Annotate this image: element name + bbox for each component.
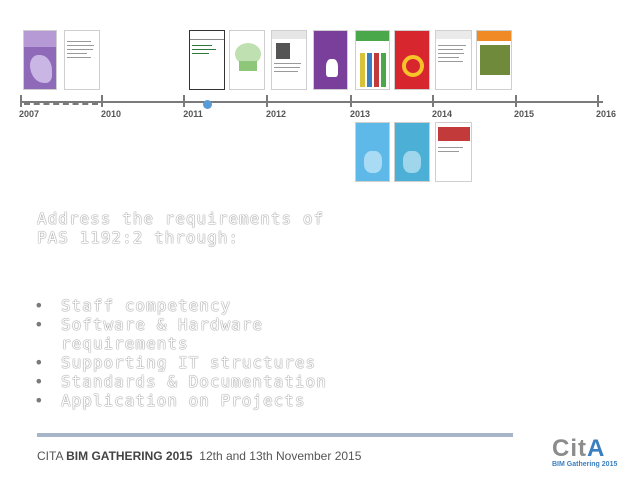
timeline-year-label: 2010 [100, 109, 122, 119]
timeline-year-label: 2013 [349, 109, 371, 119]
timeline-tick [101, 95, 103, 107]
doc-red-donut [394, 30, 430, 90]
heading-line-2: PAS 1192:2 through: [37, 228, 240, 247]
doc-blue-butterfly-1 [355, 122, 390, 182]
doc-orange-photo [476, 30, 512, 90]
doc-text-report [64, 30, 100, 90]
doc-green-illustration [229, 30, 265, 90]
timeline-year-label: 2012 [265, 109, 287, 119]
timeline-tick [515, 95, 517, 107]
footer-divider [37, 433, 513, 437]
bullet-list: Staff competency Software & Hardware req… [34, 296, 364, 410]
heading-line-1: Address the requirements of [37, 209, 325, 228]
timeline-year-label: 2014 [431, 109, 453, 119]
logo-subtitle: BIM Gathering 2015 [552, 461, 618, 468]
logo-text-accent: A [587, 435, 606, 462]
footer-event-title: CITA BIM GATHERING 2015 12th and 13th No… [37, 449, 361, 463]
footer-event-dates: 12th and 13th November 2015 [199, 449, 362, 463]
doc-blue-butterfly-2 [394, 122, 430, 182]
bullet-item: Software & Hardware requirements [34, 315, 291, 353]
timeline-year-label: 2015 [513, 109, 535, 119]
cita-logo: CitA BIM Gathering 2015 [552, 437, 622, 469]
footer-event-name: BIM GATHERING 2015 [66, 449, 193, 463]
timeline-marker [203, 100, 212, 109]
bullet-item: Supporting IT structures [34, 353, 364, 372]
timeline-year-label: 2011 [183, 109, 203, 119]
timeline-tick [350, 95, 352, 107]
bullet-item: Staff competency [34, 296, 364, 315]
timeline-year-label: 2016 [595, 109, 617, 119]
slide-heading: Address the requirements of PAS 1192:2 t… [37, 209, 337, 247]
doc-purple-hand [313, 30, 348, 90]
timeline-tick [183, 95, 185, 107]
doc-portrait-report [271, 30, 307, 90]
doc-red-building [435, 122, 472, 182]
bullet-item: Application on Projects [34, 391, 364, 410]
doc-purple-brochure [23, 30, 57, 90]
timeline-dashed-segment [24, 103, 98, 105]
timeline-tick [597, 95, 599, 107]
bullet-item: Standards & Documentation [34, 372, 364, 391]
timeline-tick [432, 95, 434, 107]
doc-standard-text [435, 30, 472, 90]
timeline-axis [20, 101, 603, 103]
logo-mark: CitA [552, 437, 622, 461]
timeline-tick [20, 95, 22, 107]
logo-text-main: Cit [552, 435, 587, 462]
footer-event-prefix: CITA [37, 449, 67, 463]
doc-green-pencils [355, 30, 390, 90]
timeline-year-label: 2007 [18, 109, 40, 119]
timeline-tick [266, 95, 268, 107]
doc-construction-strategy [189, 30, 225, 90]
